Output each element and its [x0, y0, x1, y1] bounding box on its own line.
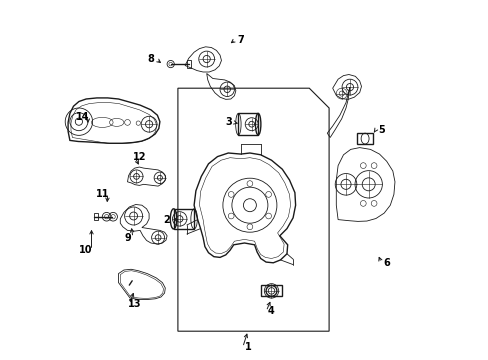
Text: 8: 8	[147, 54, 154, 64]
Text: 5: 5	[377, 125, 384, 135]
Text: 11: 11	[95, 189, 109, 199]
Text: 2: 2	[163, 215, 170, 225]
Text: 12: 12	[133, 152, 146, 162]
Text: 6: 6	[383, 258, 389, 268]
Text: 7: 7	[237, 35, 244, 45]
Text: 14: 14	[76, 112, 89, 122]
Text: 3: 3	[224, 117, 231, 127]
Text: 10: 10	[79, 245, 93, 255]
Text: 9: 9	[124, 233, 131, 243]
Text: 13: 13	[128, 299, 141, 309]
Text: 1: 1	[244, 342, 251, 352]
Text: 4: 4	[267, 306, 274, 316]
